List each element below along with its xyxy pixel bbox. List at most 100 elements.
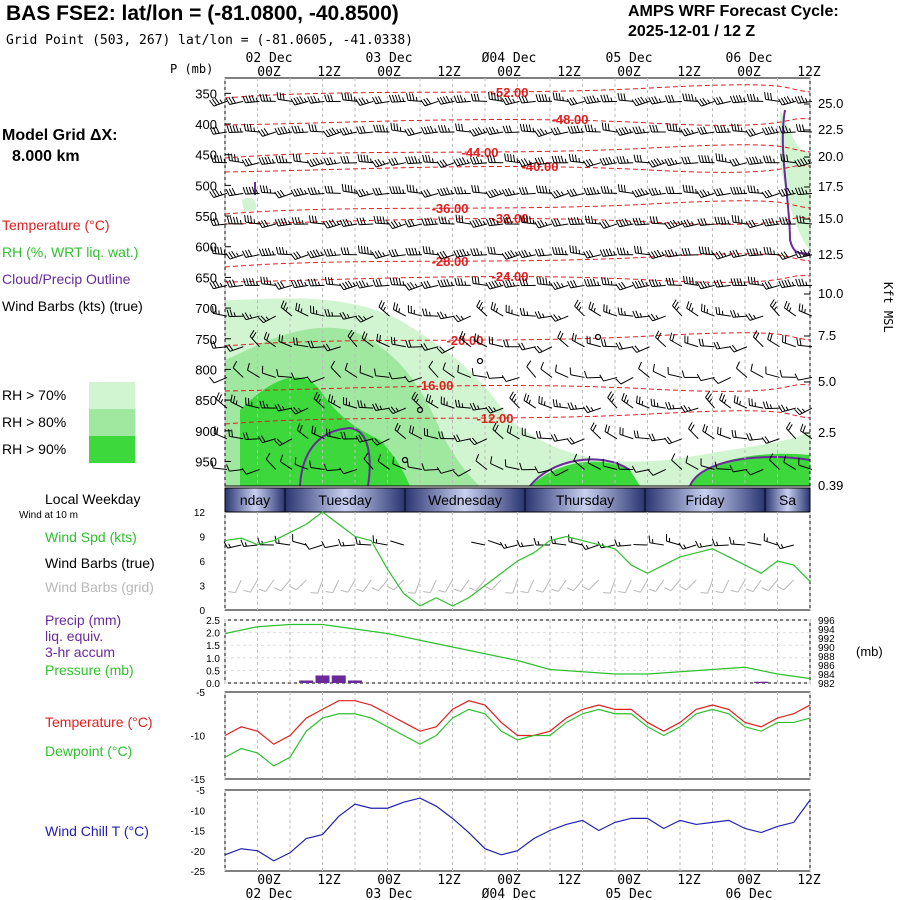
- upper-wind-barb-flag: [262, 400, 266, 409]
- upper-wind-barb-flag: [376, 124, 379, 132]
- legend-rh70: RH > 70%: [2, 387, 67, 403]
- pressure-tick-label: 500: [195, 178, 217, 193]
- upper-wind-barb-flag: [390, 406, 397, 413]
- upper-wind-barb-flag: [518, 159, 523, 167]
- upper-wind-barb-flag: [504, 188, 510, 196]
- upper-wind-barb: [489, 253, 504, 256]
- upper-wind-barb-flag: [699, 190, 705, 197]
- upper-wind-barb-flag: [696, 282, 702, 290]
- upper-wind-barb-flag: [439, 251, 445, 259]
- upper-wind-barb-flag: [285, 250, 288, 255]
- upper-wind-barb-flag: [456, 249, 461, 257]
- upper-wind-barb: [359, 406, 374, 409]
- top-time-tick-label: 00Z: [257, 65, 281, 80]
- upper-wind-barb-flag: [567, 126, 572, 134]
- upper-wind-barb: [294, 131, 309, 134]
- upper-wind-barb-flag: [701, 338, 705, 347]
- upper-wind-barb: [326, 435, 341, 440]
- upper-wind-barb-flag: [411, 247, 415, 256]
- upper-wind-barb-flag: [729, 159, 734, 167]
- upper-wind-barb-flag: [329, 157, 334, 165]
- upper-wind-barb-flag: [394, 94, 399, 102]
- upper-wind-barb-flag: [553, 314, 559, 321]
- height-tick-label: 0.39: [818, 478, 843, 493]
- upper-wind-barb-flag: [470, 248, 474, 256]
- upper-wind-barb-flag: [436, 252, 442, 260]
- forecast-cycle-value: 2025-12-01 / 12 Z: [628, 23, 756, 40]
- upper-wind-barb-flag: [328, 394, 331, 402]
- temp-contour-line: [224, 200, 811, 215]
- upper-wind-barb: [672, 305, 683, 317]
- upper-wind-barb: [651, 222, 666, 225]
- upper-wind-barb: [537, 437, 553, 440]
- upper-wind-barb: [750, 370, 764, 378]
- upper-wind-barb-flag: [541, 94, 545, 102]
- upper-wind-barb-flag: [518, 187, 523, 195]
- upper-wind-barb: [245, 130, 260, 133]
- upper-wind-barb-flag: [605, 157, 610, 165]
- upper-wind-barb-flag: [576, 217, 580, 225]
- upper-wind-barb-flag: [636, 430, 640, 438]
- rh90-region: [530, 461, 640, 486]
- true-wind-barb-flag: [732, 540, 735, 545]
- true-wind-barb: [780, 544, 794, 550]
- upper-wind-barb: [456, 406, 471, 409]
- upper-wind-barb-flag: [477, 277, 480, 285]
- upper-wind-barb-flag: [214, 246, 217, 254]
- upper-wind-barb: [424, 100, 439, 107]
- upper-wind-barb-flag: [297, 217, 301, 225]
- upper-wind-barb-flag: [534, 221, 539, 229]
- upper-wind-barb: [655, 336, 667, 348]
- upper-wind-barb-flag: [502, 189, 507, 197]
- upper-wind-barb-flag: [241, 313, 247, 320]
- upper-wind-barb: [425, 400, 439, 409]
- true-wind-barb: [340, 544, 356, 547]
- grid-wind-barb: [685, 579, 697, 591]
- upper-wind-barb-flag: [618, 219, 623, 227]
- upper-wind-barb: [782, 341, 796, 348]
- upper-wind-barb-flag: [269, 280, 272, 285]
- upper-wind-barb-flag: [394, 157, 399, 165]
- upper-wind-barb: [441, 346, 455, 354]
- upper-wind-barb-flag: [309, 250, 315, 258]
- upper-wind-barb-flag: [267, 156, 272, 164]
- upper-wind-barb-flag: [494, 280, 499, 287]
- legend-wind-grid: Wind Barbs (grid): [45, 579, 154, 595]
- upper-wind-barb-flag: [454, 277, 458, 286]
- upper-wind-barb-flag: [669, 220, 675, 228]
- upper-wind-barb-flag: [311, 425, 314, 433]
- upper-wind-barb-flag: [411, 426, 415, 434]
- upper-wind-barb: [408, 191, 423, 194]
- upper-wind-barb: [360, 315, 374, 323]
- upper-wind-barb-flag: [688, 93, 691, 102]
- upper-wind-barb: [213, 131, 228, 135]
- grid-wind-barb-flag: [258, 588, 266, 592]
- top-date-label: 02 Dec: [246, 51, 293, 66]
- upper-wind-barb-flag: [339, 128, 344, 136]
- upper-wind-barb-flag: [446, 187, 451, 195]
- upper-wind-barb-flag: [736, 396, 739, 404]
- grid-wind-barb-flag: [274, 587, 282, 592]
- upper-wind-barb-flag: [548, 189, 551, 194]
- upper-wind-barb-flag: [274, 440, 281, 446]
- upper-wind-barb: [505, 376, 520, 382]
- upper-wind-barb-flag: [623, 93, 626, 101]
- upper-wind-barb: [716, 313, 731, 317]
- upper-wind-barb-flag: [737, 215, 740, 224]
- upper-wind-barb-flag: [490, 301, 494, 310]
- upper-wind-barb-flag: [586, 96, 591, 104]
- upper-wind-barb-flag: [290, 98, 296, 106]
- upper-wind-barb-flag: [488, 190, 494, 198]
- upper-wind-barb-flag: [398, 308, 401, 313]
- upper-wind-barb-flag: [441, 431, 444, 439]
- upper-wind-barb: [717, 433, 731, 440]
- upper-wind-barb: [554, 223, 569, 227]
- upper-wind-barb-flag: [250, 215, 253, 224]
- upper-wind-barb-flag: [278, 334, 281, 342]
- upper-wind-barb-flag: [558, 247, 561, 255]
- upper-wind-barb-flag: [719, 427, 722, 436]
- upper-wind-barb: [769, 305, 780, 317]
- upper-wind-barb-flag: [732, 310, 737, 318]
- upper-wind-barb-flag: [366, 190, 369, 195]
- upper-wind-barb-flag: [747, 276, 750, 284]
